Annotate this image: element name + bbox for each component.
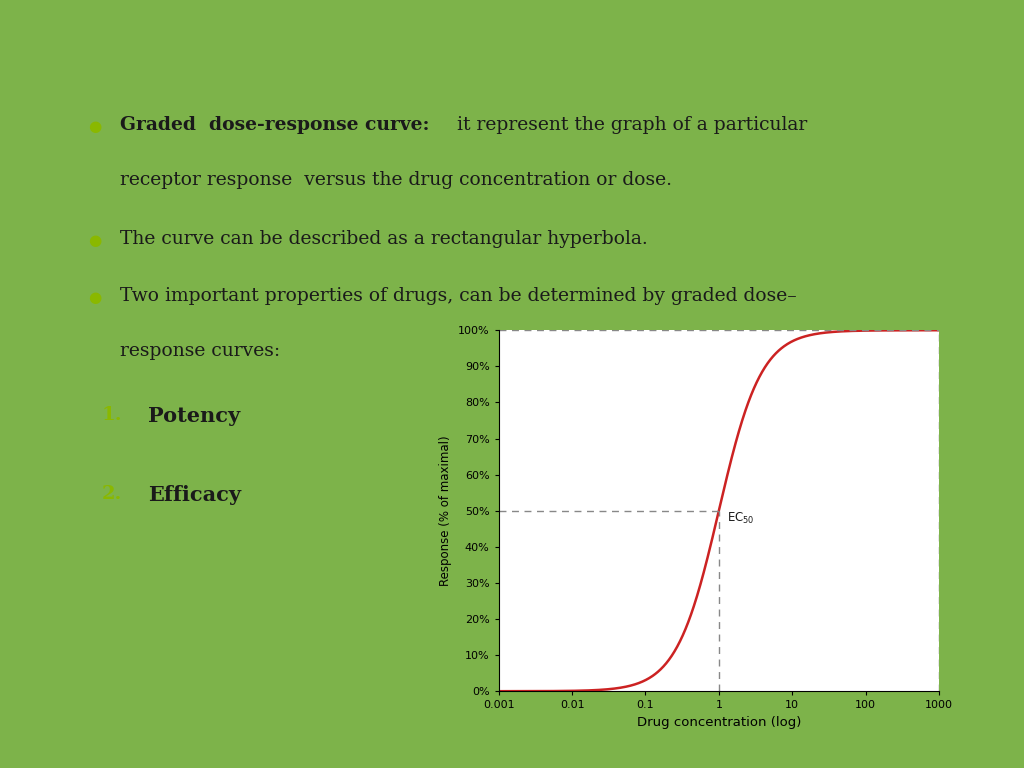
Text: Efficacy: Efficacy — [148, 485, 241, 505]
Y-axis label: Response (% of maximal): Response (% of maximal) — [439, 435, 453, 586]
Text: ●: ● — [88, 119, 101, 134]
Text: Two important properties of drugs, can be determined by graded dose–: Two important properties of drugs, can b… — [121, 286, 797, 305]
Text: Potency: Potency — [148, 406, 240, 426]
Text: ●: ● — [88, 233, 101, 248]
Text: 1.: 1. — [102, 406, 123, 424]
X-axis label: Drug concentration (log): Drug concentration (log) — [637, 716, 801, 729]
Text: ●: ● — [88, 290, 101, 305]
Text: receptor response  versus the drug concentration or dose.: receptor response versus the drug concen… — [121, 171, 673, 189]
Text: response curves:: response curves: — [121, 343, 281, 360]
Text: Graded  dose-response curve:: Graded dose-response curve: — [121, 116, 430, 134]
Text: 2.: 2. — [102, 485, 122, 502]
Text: The curve can be described as a rectangular hyperbola.: The curve can be described as a rectangu… — [121, 230, 648, 248]
Text: EC$_{50}$: EC$_{50}$ — [727, 511, 755, 525]
Text: it represent the graph of a particular: it represent the graph of a particular — [444, 116, 807, 134]
